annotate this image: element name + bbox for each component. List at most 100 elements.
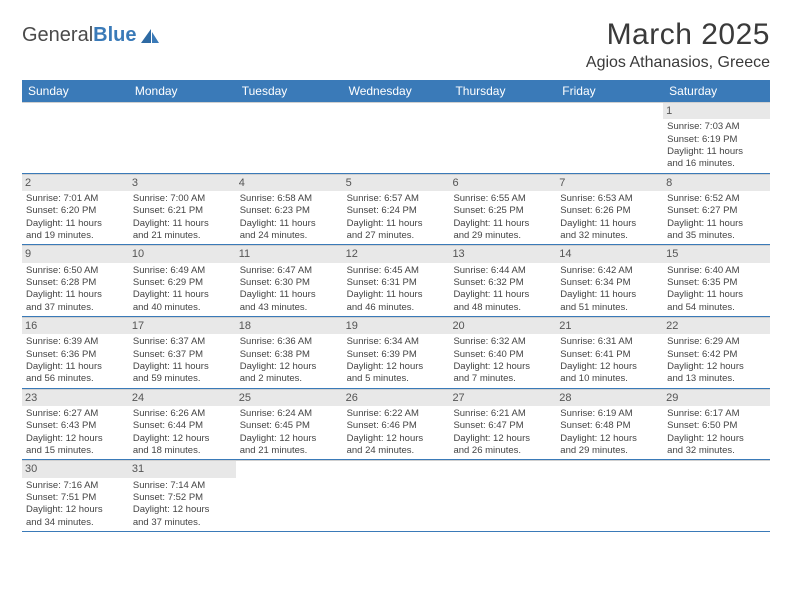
daylight-text: and 54 minutes. xyxy=(667,302,766,314)
daylight-text: Daylight: 11 hours xyxy=(133,361,232,373)
day-cell-9: 9Sunrise: 6:50 AMSunset: 6:28 PMDaylight… xyxy=(22,245,129,316)
day-cell-14: 14Sunrise: 6:42 AMSunset: 6:34 PMDayligh… xyxy=(556,245,663,316)
sunset-text: Sunset: 6:21 PM xyxy=(133,205,232,217)
day-cell-23: 23Sunrise: 6:27 AMSunset: 6:43 PMDayligh… xyxy=(22,389,129,460)
daylight-text: Daylight: 11 hours xyxy=(560,289,659,301)
day-cell-19: 19Sunrise: 6:34 AMSunset: 6:39 PMDayligh… xyxy=(343,317,450,388)
day-number: 31 xyxy=(129,461,236,477)
daylight-text: Daylight: 12 hours xyxy=(453,361,552,373)
sunrise-text: Sunrise: 6:39 AM xyxy=(26,336,125,348)
sunrise-text: Sunrise: 6:34 AM xyxy=(347,336,446,348)
sunrise-text: Sunrise: 6:32 AM xyxy=(453,336,552,348)
daylight-text: and 48 minutes. xyxy=(453,302,552,314)
day-number: 1 xyxy=(663,103,770,119)
daylight-text: Daylight: 12 hours xyxy=(347,361,446,373)
day-cell-5: 5Sunrise: 6:57 AMSunset: 6:24 PMDaylight… xyxy=(343,174,450,245)
sunrise-text: Sunrise: 6:29 AM xyxy=(667,336,766,348)
daylight-text: Daylight: 12 hours xyxy=(26,433,125,445)
daylight-text: and 32 minutes. xyxy=(560,230,659,242)
day-number: 21 xyxy=(556,318,663,334)
daylight-text: Daylight: 12 hours xyxy=(133,433,232,445)
sunset-text: Sunset: 6:31 PM xyxy=(347,277,446,289)
sunset-text: Sunset: 6:42 PM xyxy=(667,349,766,361)
day-cell-15: 15Sunrise: 6:40 AMSunset: 6:35 PMDayligh… xyxy=(663,245,770,316)
sunset-text: Sunset: 6:46 PM xyxy=(347,420,446,432)
day-cell-11: 11Sunrise: 6:47 AMSunset: 6:30 PMDayligh… xyxy=(236,245,343,316)
daylight-text: and 13 minutes. xyxy=(667,373,766,385)
day-number: 11 xyxy=(236,246,343,262)
daylight-text: Daylight: 11 hours xyxy=(133,289,232,301)
sunrise-text: Sunrise: 7:03 AM xyxy=(667,121,766,133)
daylight-text: and 59 minutes. xyxy=(133,373,232,385)
sunset-text: Sunset: 7:51 PM xyxy=(26,492,125,504)
day-cell-18: 18Sunrise: 6:36 AMSunset: 6:38 PMDayligh… xyxy=(236,317,343,388)
day-cell-31: 31Sunrise: 7:14 AMSunset: 7:52 PMDayligh… xyxy=(129,460,236,531)
empty-cell xyxy=(449,460,556,531)
day-header-row: SundayMondayTuesdayWednesdayThursdayFrid… xyxy=(22,80,770,102)
day-cell-25: 25Sunrise: 6:24 AMSunset: 6:45 PMDayligh… xyxy=(236,389,343,460)
day-header-wednesday: Wednesday xyxy=(343,80,450,102)
day-number: 23 xyxy=(22,390,129,406)
daylight-text: and 29 minutes. xyxy=(560,445,659,457)
daylight-text: Daylight: 11 hours xyxy=(26,361,125,373)
daylight-text: and 24 minutes. xyxy=(347,445,446,457)
day-cell-7: 7Sunrise: 6:53 AMSunset: 6:26 PMDaylight… xyxy=(556,174,663,245)
sunset-text: Sunset: 6:43 PM xyxy=(26,420,125,432)
day-cell-13: 13Sunrise: 6:44 AMSunset: 6:32 PMDayligh… xyxy=(449,245,556,316)
day-number: 12 xyxy=(343,246,450,262)
day-number: 2 xyxy=(22,175,129,191)
daylight-text: Daylight: 12 hours xyxy=(26,504,125,516)
daylight-text: Daylight: 11 hours xyxy=(347,218,446,230)
sunrise-text: Sunrise: 6:52 AM xyxy=(667,193,766,205)
day-cell-17: 17Sunrise: 6:37 AMSunset: 6:37 PMDayligh… xyxy=(129,317,236,388)
calendar: SundayMondayTuesdayWednesdayThursdayFrid… xyxy=(22,80,770,532)
daylight-text: and 35 minutes. xyxy=(667,230,766,242)
sunset-text: Sunset: 7:52 PM xyxy=(133,492,232,504)
sunset-text: Sunset: 6:26 PM xyxy=(560,205,659,217)
sunrise-text: Sunrise: 6:24 AM xyxy=(240,408,339,420)
logo-text-2: Blue xyxy=(93,24,136,47)
day-cell-1: 1Sunrise: 7:03 AMSunset: 6:19 PMDaylight… xyxy=(663,102,770,173)
sunset-text: Sunset: 6:45 PM xyxy=(240,420,339,432)
day-cell-3: 3Sunrise: 7:00 AMSunset: 6:21 PMDaylight… xyxy=(129,174,236,245)
daylight-text: Daylight: 11 hours xyxy=(453,218,552,230)
daylight-text: and 40 minutes. xyxy=(133,302,232,314)
day-number: 15 xyxy=(663,246,770,262)
sunset-text: Sunset: 6:24 PM xyxy=(347,205,446,217)
sunset-text: Sunset: 6:25 PM xyxy=(453,205,552,217)
daylight-text: and 19 minutes. xyxy=(26,230,125,242)
sunrise-text: Sunrise: 6:49 AM xyxy=(133,265,232,277)
day-number: 5 xyxy=(343,175,450,191)
sunrise-text: Sunrise: 6:50 AM xyxy=(26,265,125,277)
day-number: 30 xyxy=(22,461,129,477)
header: GeneralBlue March 2025 Agios Athanasios,… xyxy=(22,18,770,72)
day-header-monday: Monday xyxy=(129,80,236,102)
day-number: 14 xyxy=(556,246,663,262)
sunset-text: Sunset: 6:50 PM xyxy=(667,420,766,432)
day-number: 29 xyxy=(663,390,770,406)
empty-cell xyxy=(343,460,450,531)
sunrise-text: Sunrise: 6:45 AM xyxy=(347,265,446,277)
sunrise-text: Sunrise: 6:22 AM xyxy=(347,408,446,420)
day-number: 22 xyxy=(663,318,770,334)
daylight-text: Daylight: 11 hours xyxy=(453,289,552,301)
logo: GeneralBlue xyxy=(22,24,161,47)
daylight-text: Daylight: 11 hours xyxy=(347,289,446,301)
sunrise-text: Sunrise: 6:53 AM xyxy=(560,193,659,205)
empty-cell xyxy=(236,460,343,531)
day-number: 3 xyxy=(129,175,236,191)
daylight-text: Daylight: 12 hours xyxy=(453,433,552,445)
daylight-text: Daylight: 12 hours xyxy=(347,433,446,445)
daylight-text: Daylight: 11 hours xyxy=(133,218,232,230)
sunset-text: Sunset: 6:34 PM xyxy=(560,277,659,289)
day-cell-8: 8Sunrise: 6:52 AMSunset: 6:27 PMDaylight… xyxy=(663,174,770,245)
sunset-text: Sunset: 6:23 PM xyxy=(240,205,339,217)
day-number: 26 xyxy=(343,390,450,406)
daylight-text: and 18 minutes. xyxy=(133,445,232,457)
daylight-text: Daylight: 12 hours xyxy=(240,433,339,445)
sunrise-text: Sunrise: 6:44 AM xyxy=(453,265,552,277)
daylight-text: and 29 minutes. xyxy=(453,230,552,242)
day-number: 6 xyxy=(449,175,556,191)
daylight-text: Daylight: 12 hours xyxy=(560,361,659,373)
day-cell-12: 12 Sunrise: 6:45 AMSunset: 6:31 PMDayligh… xyxy=(343,245,450,316)
